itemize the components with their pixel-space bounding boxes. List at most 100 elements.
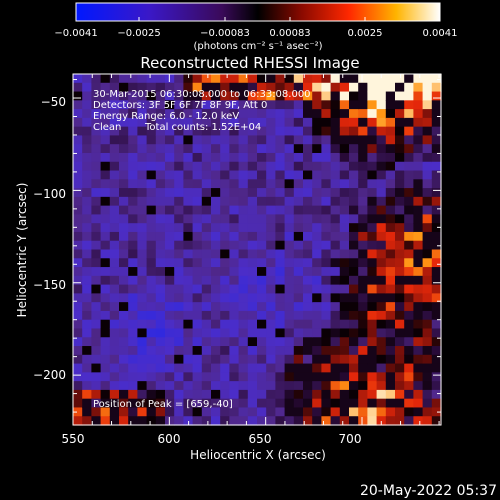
heatmap-cell [349,258,359,268]
heatmap-cell [358,161,368,172]
heatmap-cell [201,135,212,145]
heatmap-cell [404,179,414,189]
heatmap-cell [385,179,396,189]
heatmap-cell [82,293,92,303]
heatmap-cell [109,188,120,198]
heatmap-cell [128,363,138,373]
heatmap-cell [229,223,240,233]
heatmap-cell [312,310,322,321]
heatmap-cell [220,82,230,93]
heatmap-cell [238,152,249,163]
heatmap-cell [275,354,286,365]
heatmap-cell [321,109,332,119]
heatmap-cell [330,310,341,321]
heatmap-cell [91,275,102,286]
heatmap-cell [146,319,157,330]
heatmap-cell [155,319,166,330]
heatmap-cell [284,275,295,286]
heatmap-cell [155,302,166,312]
heatmap-cell [312,82,322,93]
heatmap-cell [385,91,396,101]
heatmap-cell [413,310,424,321]
heatmap-cell [376,82,387,93]
heatmap-cell [367,179,378,189]
heatmap-cell [73,231,83,242]
heatmap-cell [284,416,295,426]
heatmap-cell [192,302,203,312]
heatmap-cell [192,100,203,110]
heatmap-cell [293,293,304,303]
heatmap-cell [266,188,276,198]
heatmap-cell [404,258,414,268]
heatmap-cell [229,144,240,154]
heatmap-cell [395,214,405,224]
heatmap-cell [73,188,83,198]
annotation-total-counts: Total counts: 1.52E+04 [144,122,261,133]
heatmap-cell [119,284,129,294]
heatmap-cell [321,319,332,330]
heatmap-cell [339,117,350,128]
heatmap-cell [82,74,92,84]
heatmap-cell [91,179,102,189]
heatmap-cell [293,126,304,137]
heatmap-cell [395,100,405,110]
heatmap-cell [137,196,148,207]
heatmap-cell [82,126,92,137]
heatmap-cell [183,188,194,198]
heatmap-cell [100,407,111,417]
heatmap-cell [422,258,433,268]
heatmap-cell [201,267,212,277]
heatmap-cell [349,302,359,312]
heatmap-cell [284,249,295,259]
heatmap-cell [119,82,129,93]
heatmap-cell [128,231,138,242]
heatmap-cell [395,152,405,163]
heatmap-cell [404,354,414,365]
heatmap-cell [220,310,230,321]
heatmap-cell [146,152,157,163]
heatmap-cell [109,91,120,101]
heatmap-cell [293,240,304,251]
heatmap-cell [165,381,175,391]
heatmap-cell [358,398,368,409]
heatmap-cell [146,135,157,145]
heatmap-cell [82,346,92,356]
heatmap-cell [211,188,221,198]
heatmap-cell [238,205,249,216]
heatmap-cell [211,100,221,110]
heatmap-cell [312,188,322,198]
heatmap-cell [238,196,249,207]
heatmap-cell [247,91,258,101]
heatmap-cell [431,249,442,259]
heatmap-cell [312,293,322,303]
heatmap-cell [312,152,322,163]
heatmap-cell [73,310,83,321]
heatmap-cell [119,188,129,198]
heatmap-cell [220,231,230,242]
heatmap-cell [220,126,230,137]
heatmap-cell [312,91,322,101]
heatmap-cell [192,144,203,154]
heatmap-cell [284,398,295,409]
heatmap-cell [293,214,304,224]
heatmap-cell [376,372,387,382]
heatmap-cell [155,354,166,365]
heatmap-cell [91,82,102,93]
heatmap-cell [321,240,332,251]
heatmap-cell [192,152,203,163]
heatmap-cell [339,152,350,163]
heatmap-cell [358,170,368,180]
heatmap-cell [275,398,286,409]
heatmap-cell [367,337,378,347]
heatmap-cell [376,302,387,312]
heatmap-cell [192,196,203,207]
heatmap-cell [211,319,221,330]
heatmap-cell [385,249,396,259]
heatmap-cell [284,293,295,303]
heatmap-cell [367,82,378,93]
heatmap-cell [404,310,414,321]
heatmap-cell [385,337,396,347]
heatmap-cell [395,249,405,259]
heatmap-cell [247,82,258,93]
heatmap-cell [183,416,194,426]
